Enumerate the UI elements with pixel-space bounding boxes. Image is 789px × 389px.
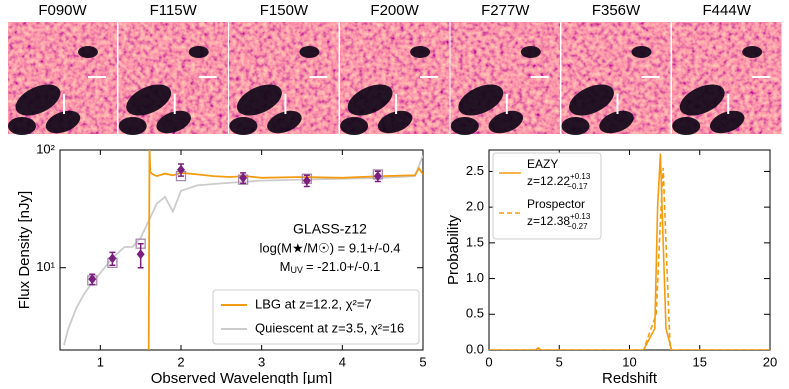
dark-region xyxy=(267,110,302,134)
x-tick-label: 20 xyxy=(763,354,777,369)
y-axis-title: Probability xyxy=(445,214,462,285)
y-tick-label: 10¹ xyxy=(36,259,55,274)
dark-region xyxy=(488,110,524,134)
dark-region xyxy=(679,84,725,116)
dark-region xyxy=(599,110,634,134)
dark-region xyxy=(410,46,431,58)
data-point xyxy=(302,175,311,186)
filter-label: F444W xyxy=(703,2,752,19)
legend-box xyxy=(212,289,420,345)
x-tick-label: 4 xyxy=(339,354,346,369)
dark-region xyxy=(520,46,541,58)
cutout-features xyxy=(229,46,328,135)
legend-label: Prospector xyxy=(527,197,585,211)
filter-label: F115W xyxy=(150,2,198,19)
dark-region xyxy=(709,110,745,134)
y-tick-label: 2.5 xyxy=(466,163,484,178)
plot-frame xyxy=(59,149,424,351)
legend-value-sub: −0.17 xyxy=(567,182,588,191)
dark-region xyxy=(347,84,393,116)
filter-label: F277W xyxy=(481,2,530,19)
dark-region xyxy=(229,117,258,135)
cutout-features xyxy=(118,46,217,135)
legend-label: LBG at z=12.2, χ²=7 xyxy=(255,296,372,311)
cutout-features xyxy=(340,46,439,135)
x-axis-title: Observed Wavelength [μm] xyxy=(151,370,333,384)
y-tick-label: 0.5 xyxy=(466,306,484,321)
legend-value-sub: −0.27 xyxy=(567,222,588,231)
y-tick-label: 0.0 xyxy=(466,341,484,356)
annotation-part: UV xyxy=(290,265,303,275)
dark-region xyxy=(458,84,504,116)
legend-label: Quiescent at z=3.5, χ²=16 xyxy=(255,320,404,335)
data-point xyxy=(108,253,117,264)
dark-region xyxy=(742,46,763,58)
data-point xyxy=(177,164,185,175)
dark-region xyxy=(78,46,98,58)
series-line xyxy=(489,153,770,350)
series-line xyxy=(489,167,770,350)
dark-region xyxy=(377,110,413,134)
dark-region xyxy=(156,110,191,134)
y-tick-label: 1.5 xyxy=(466,234,484,249)
data-point xyxy=(239,172,248,183)
x-tick-label: 15 xyxy=(693,354,707,369)
y-tick-label: 10² xyxy=(36,141,55,156)
dark-region xyxy=(340,117,369,135)
dark-region xyxy=(450,117,479,135)
x-tick-label: 5 xyxy=(419,354,426,369)
x-tick-label: 0 xyxy=(485,354,492,369)
legend-value-text: z=12.38 xyxy=(527,214,570,228)
annotation-part: = -21.0+/-0.1 xyxy=(306,259,380,274)
plot-area xyxy=(63,150,423,350)
dark-region xyxy=(126,84,172,116)
dark-region xyxy=(118,117,147,135)
dark-region xyxy=(45,110,81,134)
annotation-part: M xyxy=(280,259,291,274)
y-tick-label: 2.0 xyxy=(466,199,484,214)
x-tick-label: 10 xyxy=(622,354,636,369)
filter-label: F090W xyxy=(38,2,87,19)
annotation: GLASS-z12 xyxy=(293,221,367,237)
x-tick-label: 5 xyxy=(556,354,563,369)
x-tick-label: 2 xyxy=(177,354,184,369)
annotation: MUV = -21.0+/-0.1 xyxy=(280,259,381,275)
dark-region xyxy=(631,46,652,58)
dark-region xyxy=(15,84,61,116)
filter-label: F356W xyxy=(592,2,641,19)
y-tick-label: 1.0 xyxy=(466,270,484,285)
cutout-features xyxy=(450,46,549,135)
legend-value-text: z=12.22 xyxy=(527,174,570,188)
data-point xyxy=(88,274,97,285)
x-tick-label: 3 xyxy=(258,354,265,369)
dark-region xyxy=(299,46,320,58)
plot-area xyxy=(489,153,770,350)
dark-region xyxy=(188,46,209,58)
cutout-features xyxy=(561,46,660,135)
dark-region xyxy=(672,117,701,135)
x-axis-title: Redshift xyxy=(602,370,658,384)
legend-box xyxy=(492,152,602,240)
y-axis-title: Flux Density [nJy] xyxy=(16,191,33,309)
x-tick-label: 1 xyxy=(97,354,104,369)
data-point xyxy=(136,249,145,260)
data-point xyxy=(373,171,382,182)
filter-label: F150W xyxy=(260,2,309,19)
legend-value-sup: +0.13 xyxy=(570,172,591,181)
cutout-features xyxy=(8,46,106,135)
dark-region xyxy=(561,117,590,135)
legend-value: z=12.38+0.13 −0.27 xyxy=(527,212,591,231)
legend-label: EAZY xyxy=(527,157,558,171)
cutout-features xyxy=(672,46,771,135)
legend-value-sup: +0.13 xyxy=(570,212,591,221)
dark-region xyxy=(569,84,614,116)
dark-region xyxy=(236,84,282,116)
filter-label: F200W xyxy=(370,2,419,19)
annotation: log(M★/M☉) = 9.1+/-0.4 xyxy=(259,240,400,255)
legend-value: z=12.22+0.13 −0.17 xyxy=(527,172,591,191)
dark-region xyxy=(8,117,36,135)
